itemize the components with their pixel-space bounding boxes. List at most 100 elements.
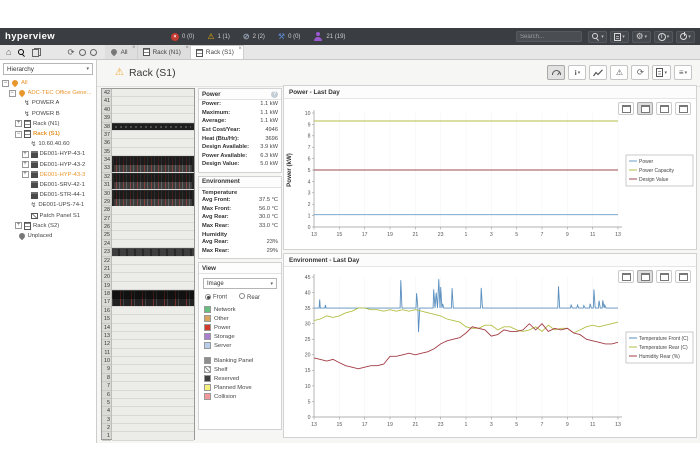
close-icon[interactable]: × (132, 45, 136, 51)
tab-rack-n1-[interactable]: Rack (N1) × (137, 45, 191, 59)
rack-slot[interactable] (112, 382, 194, 391)
rack-slot[interactable] (112, 340, 194, 349)
rack-unit-patch-u38[interactable] (112, 122, 194, 131)
gauge-button[interactable] (547, 65, 566, 80)
range-week-button[interactable] (656, 102, 672, 115)
rack-slot[interactable] (112, 264, 194, 274)
rack-slot[interactable] (112, 415, 194, 424)
report-button[interactable]: ▾ (652, 65, 671, 80)
collapse-icon[interactable]: − (8, 89, 16, 97)
rack-slot[interactable] (112, 398, 194, 408)
range-month-button[interactable] (675, 102, 691, 115)
expand-icon[interactable]: + (21, 171, 29, 179)
search-icon[interactable] (17, 48, 26, 57)
rack-elevation[interactable]: 42 41 40 39 38 37 36 35 34 33 32 31 30 29 28 27 26 25 24 23… (101, 88, 195, 441)
rack-slot[interactable] (112, 239, 194, 249)
tree-item-de001-srv-42-1[interactable]: DE001-SRV-42-1 (0, 180, 96, 190)
tree-item-de001-hyp-43-1[interactable]: + DE001-HYP-43-1 (0, 149, 96, 159)
rack-slot[interactable] (112, 424, 194, 433)
rack-unit-storage-u30[interactable] (112, 189, 194, 206)
refresh-button[interactable]: ⟳ (631, 65, 650, 80)
rack-slot[interactable] (112, 273, 194, 282)
range-hour-button[interactable] (618, 270, 634, 283)
rack-slot[interactable] (112, 89, 194, 98)
help-icon[interactable]: ? (271, 90, 278, 98)
alert-maintenance[interactable]: ⚒ 0 (0) (278, 32, 301, 41)
warntri-button[interactable]: ⚠ (610, 65, 629, 80)
tree-item-power-a[interactable]: ↯ POWER A (0, 98, 96, 108)
collapse-icon[interactable]: − (15, 130, 22, 138)
tree-item-de001-hyp-43-2[interactable]: + DE001-HYP-43-2 (0, 160, 96, 170)
tree-item-adc-tec-office-gene-[interactable]: − ADC-TEC Office Gene... (0, 88, 96, 98)
range-day-button[interactable] (637, 102, 653, 115)
close-icon[interactable]: × (238, 46, 242, 52)
rack-slot[interactable] (112, 231, 194, 240)
trend-button[interactable] (589, 65, 608, 80)
alert-users[interactable]: 21 (19) (313, 32, 345, 41)
settings-menu-button[interactable]: ⚙ ▾ (632, 30, 651, 43)
close-icon[interactable]: × (185, 45, 189, 51)
rack-slot[interactable] (112, 105, 194, 115)
home-icon[interactable]: ⌂ (6, 47, 12, 57)
tree-item-unplaced[interactable]: Unplaced (0, 231, 96, 241)
tree-item-10-60-40-60[interactable]: ↯ 10.60.40.60 (0, 139, 96, 149)
search-input[interactable] (516, 31, 582, 42)
rack-unit-server1-u23[interactable] (112, 248, 194, 257)
copy-icon[interactable] (32, 47, 42, 57)
alert-critical[interactable]: × 0 (0) (171, 32, 194, 41)
front-radio[interactable]: Front (205, 294, 227, 301)
rack-slot[interactable] (112, 206, 194, 215)
tab-all[interactable]: All × (104, 45, 138, 59)
rack-unit-storage-u32[interactable] (112, 172, 194, 190)
tree-item-power-b[interactable]: ↯ POWER B (0, 109, 96, 119)
range-day-button[interactable] (637, 270, 653, 283)
rack-slot[interactable] (112, 114, 194, 123)
tree-item-rack-s1-[interactable]: − Rack (S1) (0, 129, 96, 139)
rack-slot[interactable] (112, 315, 194, 324)
help-menu-button[interactable]: i ▾ (654, 30, 673, 43)
alert-warning[interactable]: ⚠ 1 (1) (207, 32, 230, 41)
rack-slot[interactable] (112, 390, 194, 399)
tree-item-de001-str-44-1[interactable]: DE001-STR-44-1 (0, 190, 96, 200)
rack-unit-server2-u18[interactable] (112, 290, 194, 307)
tree-item-rack-s2-[interactable]: + Rack (S2) (0, 221, 96, 231)
tree-item-patch-panel-s1[interactable]: Patch Panel S1 (0, 210, 96, 220)
tree-item-all[interactable]: − All (0, 78, 96, 88)
rack-slot[interactable] (112, 139, 194, 148)
rack-slot[interactable] (112, 97, 194, 106)
rack-slot[interactable] (112, 432, 194, 441)
rack-slot[interactable] (112, 357, 194, 366)
rack-slot[interactable] (112, 348, 194, 357)
rack-slot[interactable] (112, 323, 194, 332)
tree-item-de001-ups-74-1[interactable]: ↯ DE001-UPS-74-1 (0, 200, 96, 210)
expand-icon[interactable]: + (15, 120, 22, 128)
range-month-button[interactable] (675, 270, 691, 283)
rack-slot[interactable] (112, 365, 194, 374)
rear-radio[interactable]: Rear (239, 293, 260, 301)
rack-slot[interactable] (112, 256, 194, 265)
expand-icon[interactable]: + (15, 222, 22, 230)
rack-slot[interactable] (112, 147, 194, 156)
circle-icon[interactable] (78, 48, 86, 56)
circle-icon[interactable] (89, 48, 97, 56)
rack-slot[interactable] (112, 130, 194, 140)
rack-slot[interactable] (112, 306, 194, 316)
rack-slot[interactable] (112, 331, 194, 341)
range-hour-button[interactable] (618, 102, 634, 115)
expand-icon[interactable]: + (21, 150, 29, 158)
search-menu-button[interactable]: ▾ (588, 30, 607, 43)
info-button[interactable]: i ▾ (568, 65, 587, 80)
export-menu-button[interactable]: ▾ (610, 30, 629, 43)
rack-slot[interactable] (112, 281, 194, 290)
power-menu-button[interactable]: ▾ (676, 30, 695, 43)
rack-slot[interactable] (112, 373, 194, 383)
list-button[interactable]: ≡ ▾ (674, 65, 692, 80)
tab-rack-s1-[interactable]: Rack (S1) × (190, 45, 244, 59)
range-week-button[interactable] (656, 270, 672, 283)
refresh-icon[interactable]: ⟳ (67, 46, 75, 57)
view-mode-select[interactable]: Image ▾ (203, 278, 277, 290)
alert-suppressed[interactable]: ⊘ 2 (2) (243, 32, 265, 41)
tree-item-rack-n1-[interactable]: + Rack (N1) (0, 119, 96, 129)
